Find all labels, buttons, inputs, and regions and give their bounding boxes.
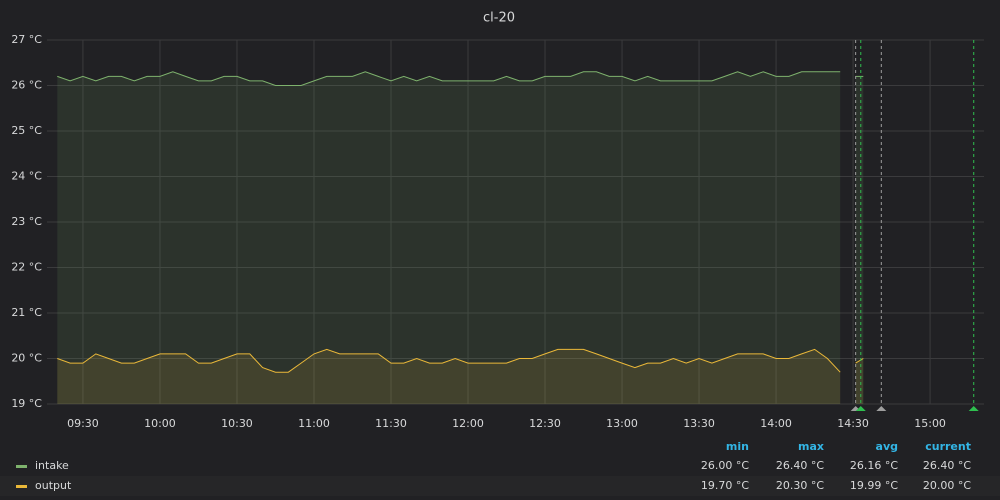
y-tick-label: 23 °C bbox=[11, 215, 42, 228]
legend-label: output bbox=[35, 479, 72, 492]
legend-value: 19.70 °C bbox=[701, 479, 749, 492]
legend-column-header: min bbox=[726, 440, 749, 453]
annotation-marker bbox=[876, 406, 887, 411]
x-tick-label: 13:00 bbox=[606, 417, 638, 430]
y-tick-label: 25 °C bbox=[11, 124, 42, 137]
x-tick-label: 12:00 bbox=[452, 417, 484, 430]
series-line bbox=[57, 71, 841, 86]
series-area bbox=[57, 71, 841, 405]
legend-column-header: max bbox=[798, 440, 824, 453]
x-tick-label: 10:30 bbox=[221, 417, 253, 430]
y-tick-label: 19 °C bbox=[11, 397, 42, 410]
annotation-marker bbox=[855, 406, 866, 411]
series-area bbox=[855, 76, 864, 405]
legend-value: 19.99 °C bbox=[850, 479, 898, 492]
legend-value: 26.40 °C bbox=[923, 459, 971, 472]
annotation-marker bbox=[968, 406, 979, 411]
legend-swatch bbox=[16, 465, 27, 468]
x-tick-label: 15:00 bbox=[914, 417, 946, 430]
x-tick-label: 14:30 bbox=[837, 417, 869, 430]
x-tick-label: 10:00 bbox=[144, 417, 176, 430]
y-tick-label: 21 °C bbox=[11, 306, 42, 319]
legend-value: 20.30 °C bbox=[776, 479, 824, 492]
series-line bbox=[57, 348, 841, 373]
series-area bbox=[57, 349, 841, 404]
x-tick-label: 11:00 bbox=[298, 417, 330, 430]
legend-column-header: current bbox=[925, 440, 971, 453]
legend-value: 26.40 °C bbox=[776, 459, 824, 472]
x-tick-label: 11:30 bbox=[375, 417, 407, 430]
x-tick-label: 09:30 bbox=[67, 417, 99, 430]
series-area bbox=[855, 358, 864, 404]
legend-value: 20.00 °C bbox=[923, 479, 971, 492]
legend-label: intake bbox=[35, 459, 69, 472]
series-line bbox=[855, 358, 864, 364]
y-tick-label: 24 °C bbox=[11, 170, 42, 183]
y-tick-label: 22 °C bbox=[11, 261, 42, 274]
x-tick-label: 12:30 bbox=[529, 417, 561, 430]
x-tick-label: 14:00 bbox=[760, 417, 792, 430]
y-tick-label: 27 °C bbox=[11, 33, 42, 46]
legend-column-header: avg bbox=[876, 440, 898, 453]
legend-swatch bbox=[16, 485, 27, 488]
y-tick-label: 20 °C bbox=[11, 352, 42, 365]
legend-row-bg bbox=[0, 476, 1000, 496]
x-tick-label: 13:30 bbox=[683, 417, 715, 430]
legend-value: 26.00 °C bbox=[701, 459, 749, 472]
y-tick-label: 26 °C bbox=[11, 79, 42, 92]
panel-title: cl-20 bbox=[483, 11, 515, 26]
legend-value: 26.16 °C bbox=[850, 459, 898, 472]
